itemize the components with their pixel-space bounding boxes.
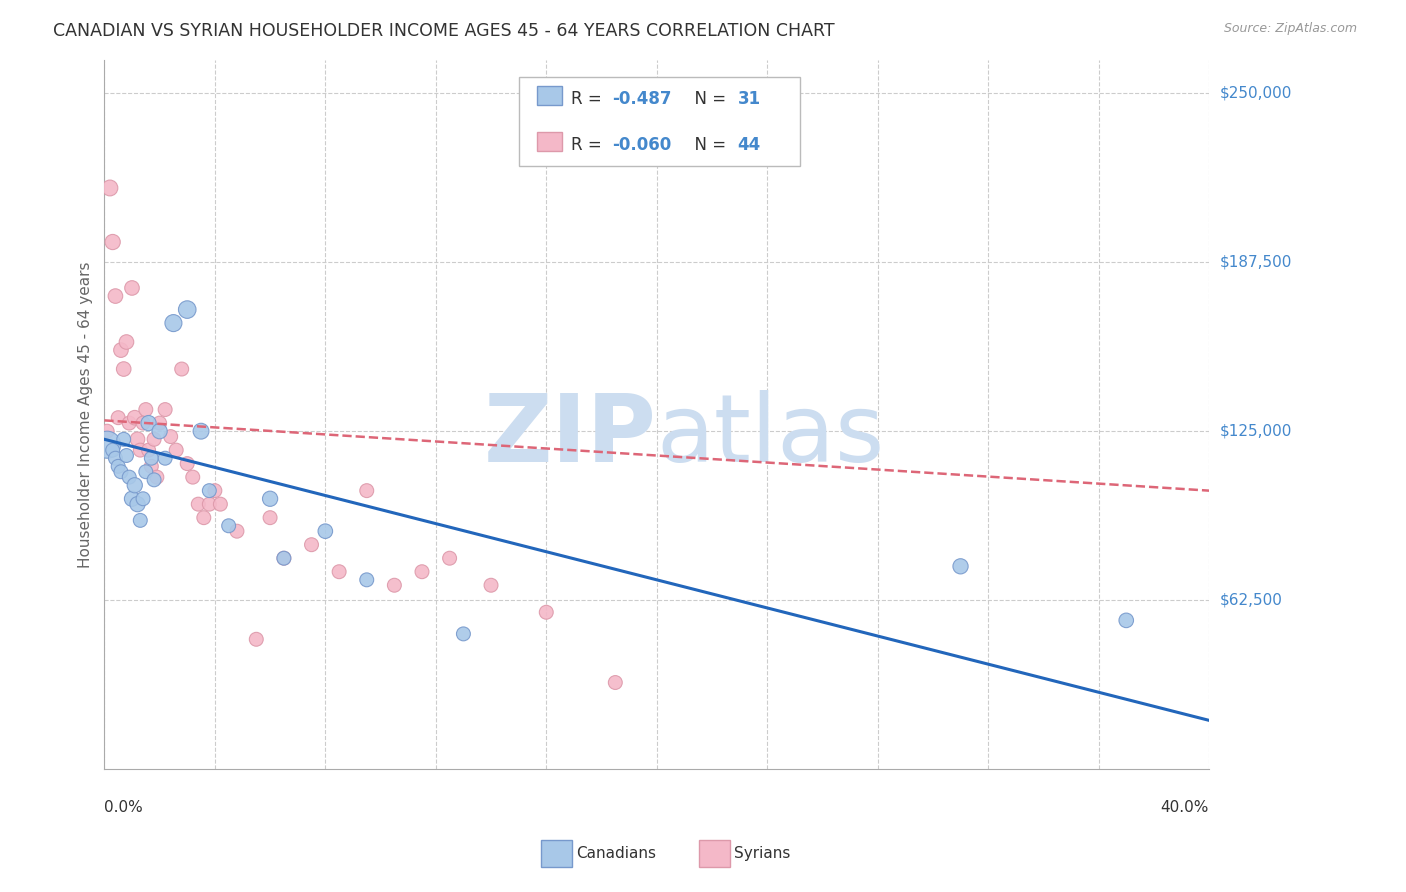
- Point: [218, 518, 240, 533]
- Point: [124, 410, 146, 425]
- Point: [181, 470, 204, 484]
- Point: [536, 605, 558, 619]
- Point: [198, 483, 221, 498]
- Point: [107, 459, 129, 474]
- Point: [107, 410, 129, 425]
- Point: [314, 524, 336, 538]
- Point: [605, 675, 627, 690]
- Point: [135, 402, 157, 417]
- Text: 31: 31: [737, 89, 761, 108]
- Point: [273, 551, 295, 566]
- Y-axis label: Householder Income Ages 45 - 64 years: Householder Income Ages 45 - 64 years: [79, 261, 93, 567]
- Point: [273, 551, 295, 566]
- Text: $187,500: $187,500: [1220, 255, 1292, 269]
- Text: -0.060: -0.060: [613, 136, 672, 153]
- Point: [118, 470, 141, 484]
- Point: [138, 443, 160, 458]
- Point: [439, 551, 461, 566]
- Point: [124, 478, 146, 492]
- Point: [104, 451, 127, 466]
- Point: [356, 573, 378, 587]
- Point: [101, 235, 124, 249]
- Text: R =: R =: [571, 136, 606, 153]
- Point: [162, 316, 184, 330]
- Point: [190, 424, 212, 438]
- Point: [259, 510, 281, 524]
- Text: $125,000: $125,000: [1220, 424, 1292, 439]
- Point: [143, 473, 166, 487]
- Point: [301, 538, 323, 552]
- Point: [101, 443, 124, 458]
- Point: [135, 465, 157, 479]
- Point: [143, 432, 166, 446]
- Point: [129, 443, 152, 458]
- Point: [104, 289, 127, 303]
- Point: [411, 565, 433, 579]
- Text: CANADIAN VS SYRIAN HOUSEHOLDER INCOME AGES 45 - 64 YEARS CORRELATION CHART: CANADIAN VS SYRIAN HOUSEHOLDER INCOME AG…: [53, 22, 835, 40]
- Point: [132, 491, 155, 506]
- Point: [112, 432, 135, 446]
- Point: [209, 497, 232, 511]
- Point: [110, 465, 132, 479]
- Point: [259, 491, 281, 506]
- Point: [129, 513, 152, 527]
- Text: 44: 44: [737, 136, 761, 153]
- Point: [1115, 613, 1137, 627]
- Point: [98, 181, 121, 195]
- Point: [141, 451, 163, 466]
- Point: [127, 497, 149, 511]
- Bar: [537, 132, 562, 151]
- Point: [96, 424, 118, 438]
- Point: [204, 483, 226, 498]
- FancyBboxPatch shape: [519, 78, 800, 166]
- Point: [115, 449, 138, 463]
- Text: Syrians: Syrians: [734, 847, 790, 861]
- Point: [121, 281, 143, 295]
- Text: Canadians: Canadians: [576, 847, 657, 861]
- Point: [165, 443, 187, 458]
- Point: [153, 451, 176, 466]
- Text: atlas: atlas: [657, 390, 884, 482]
- Point: [110, 343, 132, 358]
- Bar: [537, 87, 562, 105]
- Point: [170, 362, 193, 376]
- Point: [356, 483, 378, 498]
- Text: $250,000: $250,000: [1220, 86, 1292, 101]
- Point: [127, 432, 149, 446]
- Text: 40.0%: 40.0%: [1161, 799, 1209, 814]
- Point: [121, 491, 143, 506]
- Point: [176, 457, 198, 471]
- Text: -0.487: -0.487: [613, 89, 672, 108]
- Text: Source: ZipAtlas.com: Source: ZipAtlas.com: [1223, 22, 1357, 36]
- Point: [96, 438, 118, 452]
- Text: N =: N =: [685, 89, 731, 108]
- Point: [149, 424, 172, 438]
- Point: [949, 559, 972, 574]
- Point: [153, 402, 176, 417]
- Text: ZIP: ZIP: [484, 390, 657, 482]
- Point: [245, 632, 267, 647]
- Point: [138, 416, 160, 430]
- Point: [187, 497, 209, 511]
- Point: [132, 416, 155, 430]
- Point: [328, 565, 350, 579]
- Point: [141, 459, 163, 474]
- Point: [149, 416, 172, 430]
- Point: [382, 578, 405, 592]
- Point: [112, 362, 135, 376]
- Text: N =: N =: [685, 136, 731, 153]
- Text: R =: R =: [571, 89, 606, 108]
- Point: [226, 524, 249, 538]
- Point: [118, 416, 141, 430]
- Point: [453, 627, 475, 641]
- Text: $62,500: $62,500: [1220, 592, 1284, 607]
- Point: [146, 470, 169, 484]
- Point: [198, 497, 221, 511]
- Text: 0.0%: 0.0%: [104, 799, 143, 814]
- Point: [115, 334, 138, 349]
- Point: [479, 578, 502, 592]
- Point: [193, 510, 215, 524]
- Point: [159, 429, 181, 443]
- Point: [176, 302, 198, 317]
